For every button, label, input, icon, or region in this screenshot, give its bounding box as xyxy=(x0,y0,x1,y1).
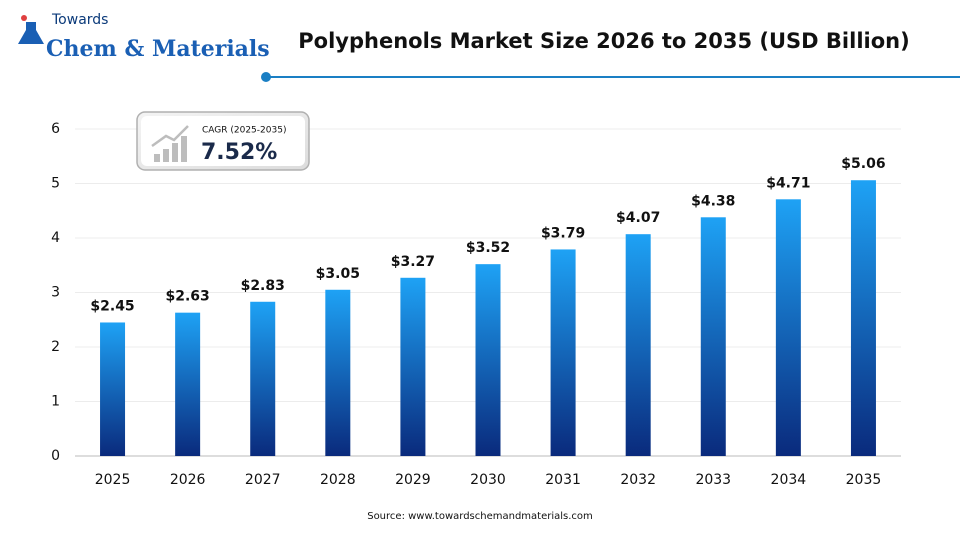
bar xyxy=(175,312,201,456)
bar xyxy=(250,301,276,456)
x-tick-label: 2027 xyxy=(245,472,281,488)
value-label: $3.05 xyxy=(316,266,360,282)
x-tick-label: 2034 xyxy=(771,472,807,488)
cagr-box: CAGR (2025-2035) 7.52% xyxy=(136,111,310,171)
value-label: $3.27 xyxy=(391,254,435,270)
y-tick-label: 1 xyxy=(51,394,60,410)
value-label: $2.63 xyxy=(165,289,209,305)
bar xyxy=(475,264,501,456)
cagr-icon xyxy=(151,125,189,162)
x-tick-label: 2031 xyxy=(545,472,581,488)
source: Source: www.towardschemandmaterials.com xyxy=(367,511,593,522)
bar xyxy=(325,289,351,456)
cagr-label: CAGR (2025-2035) xyxy=(202,126,286,136)
bar xyxy=(550,249,576,456)
logo-dot xyxy=(21,15,27,21)
y-tick-label: 0 xyxy=(51,448,60,464)
bar xyxy=(625,234,651,456)
x-tick-label: 2026 xyxy=(170,472,206,488)
x-tick-label: 2029 xyxy=(395,472,431,488)
x-tick-label: 2025 xyxy=(95,472,131,488)
y-tick-label: 4 xyxy=(51,230,60,246)
y-tick-label: 5 xyxy=(51,176,60,192)
y-tick-label: 3 xyxy=(51,285,60,301)
bar xyxy=(850,180,876,457)
plot-area: 0 1 2 3 4 5 6 2025 $2.45 2026 $2.63 2027 $2.83 2028 $3… xyxy=(51,121,901,488)
bar xyxy=(700,217,726,456)
value-label: $3.52 xyxy=(466,240,510,256)
value-label: $3.79 xyxy=(541,225,585,241)
x-tick-label: 2035 xyxy=(846,472,882,488)
value-label: $4.07 xyxy=(616,210,660,226)
logo-top: Towards xyxy=(51,12,108,28)
logo-icon xyxy=(18,22,44,44)
y-tick-label: 6 xyxy=(51,121,60,137)
chart-title: Polyphenols Market Size 2026 to 2035 (US… xyxy=(298,29,909,53)
value-label: $2.45 xyxy=(90,298,134,314)
value-label: $2.83 xyxy=(241,278,285,294)
x-tick-label: 2032 xyxy=(620,472,656,488)
value-label: $4.38 xyxy=(691,193,735,209)
bar xyxy=(100,322,126,456)
logo-main: Chem & Materials xyxy=(46,36,270,62)
x-tick-label: 2030 xyxy=(470,472,506,488)
logo: Towards Chem & Materials xyxy=(18,12,270,62)
x-tick-label: 2028 xyxy=(320,472,356,488)
header-dot xyxy=(261,72,271,82)
bar xyxy=(775,199,801,456)
y-tick-label: 2 xyxy=(51,339,60,355)
x-tick-label: 2033 xyxy=(695,472,731,488)
value-label: $5.06 xyxy=(841,156,885,172)
value-label: $4.71 xyxy=(766,175,810,191)
cagr-value: 7.52% xyxy=(201,140,277,165)
bar xyxy=(400,277,426,456)
